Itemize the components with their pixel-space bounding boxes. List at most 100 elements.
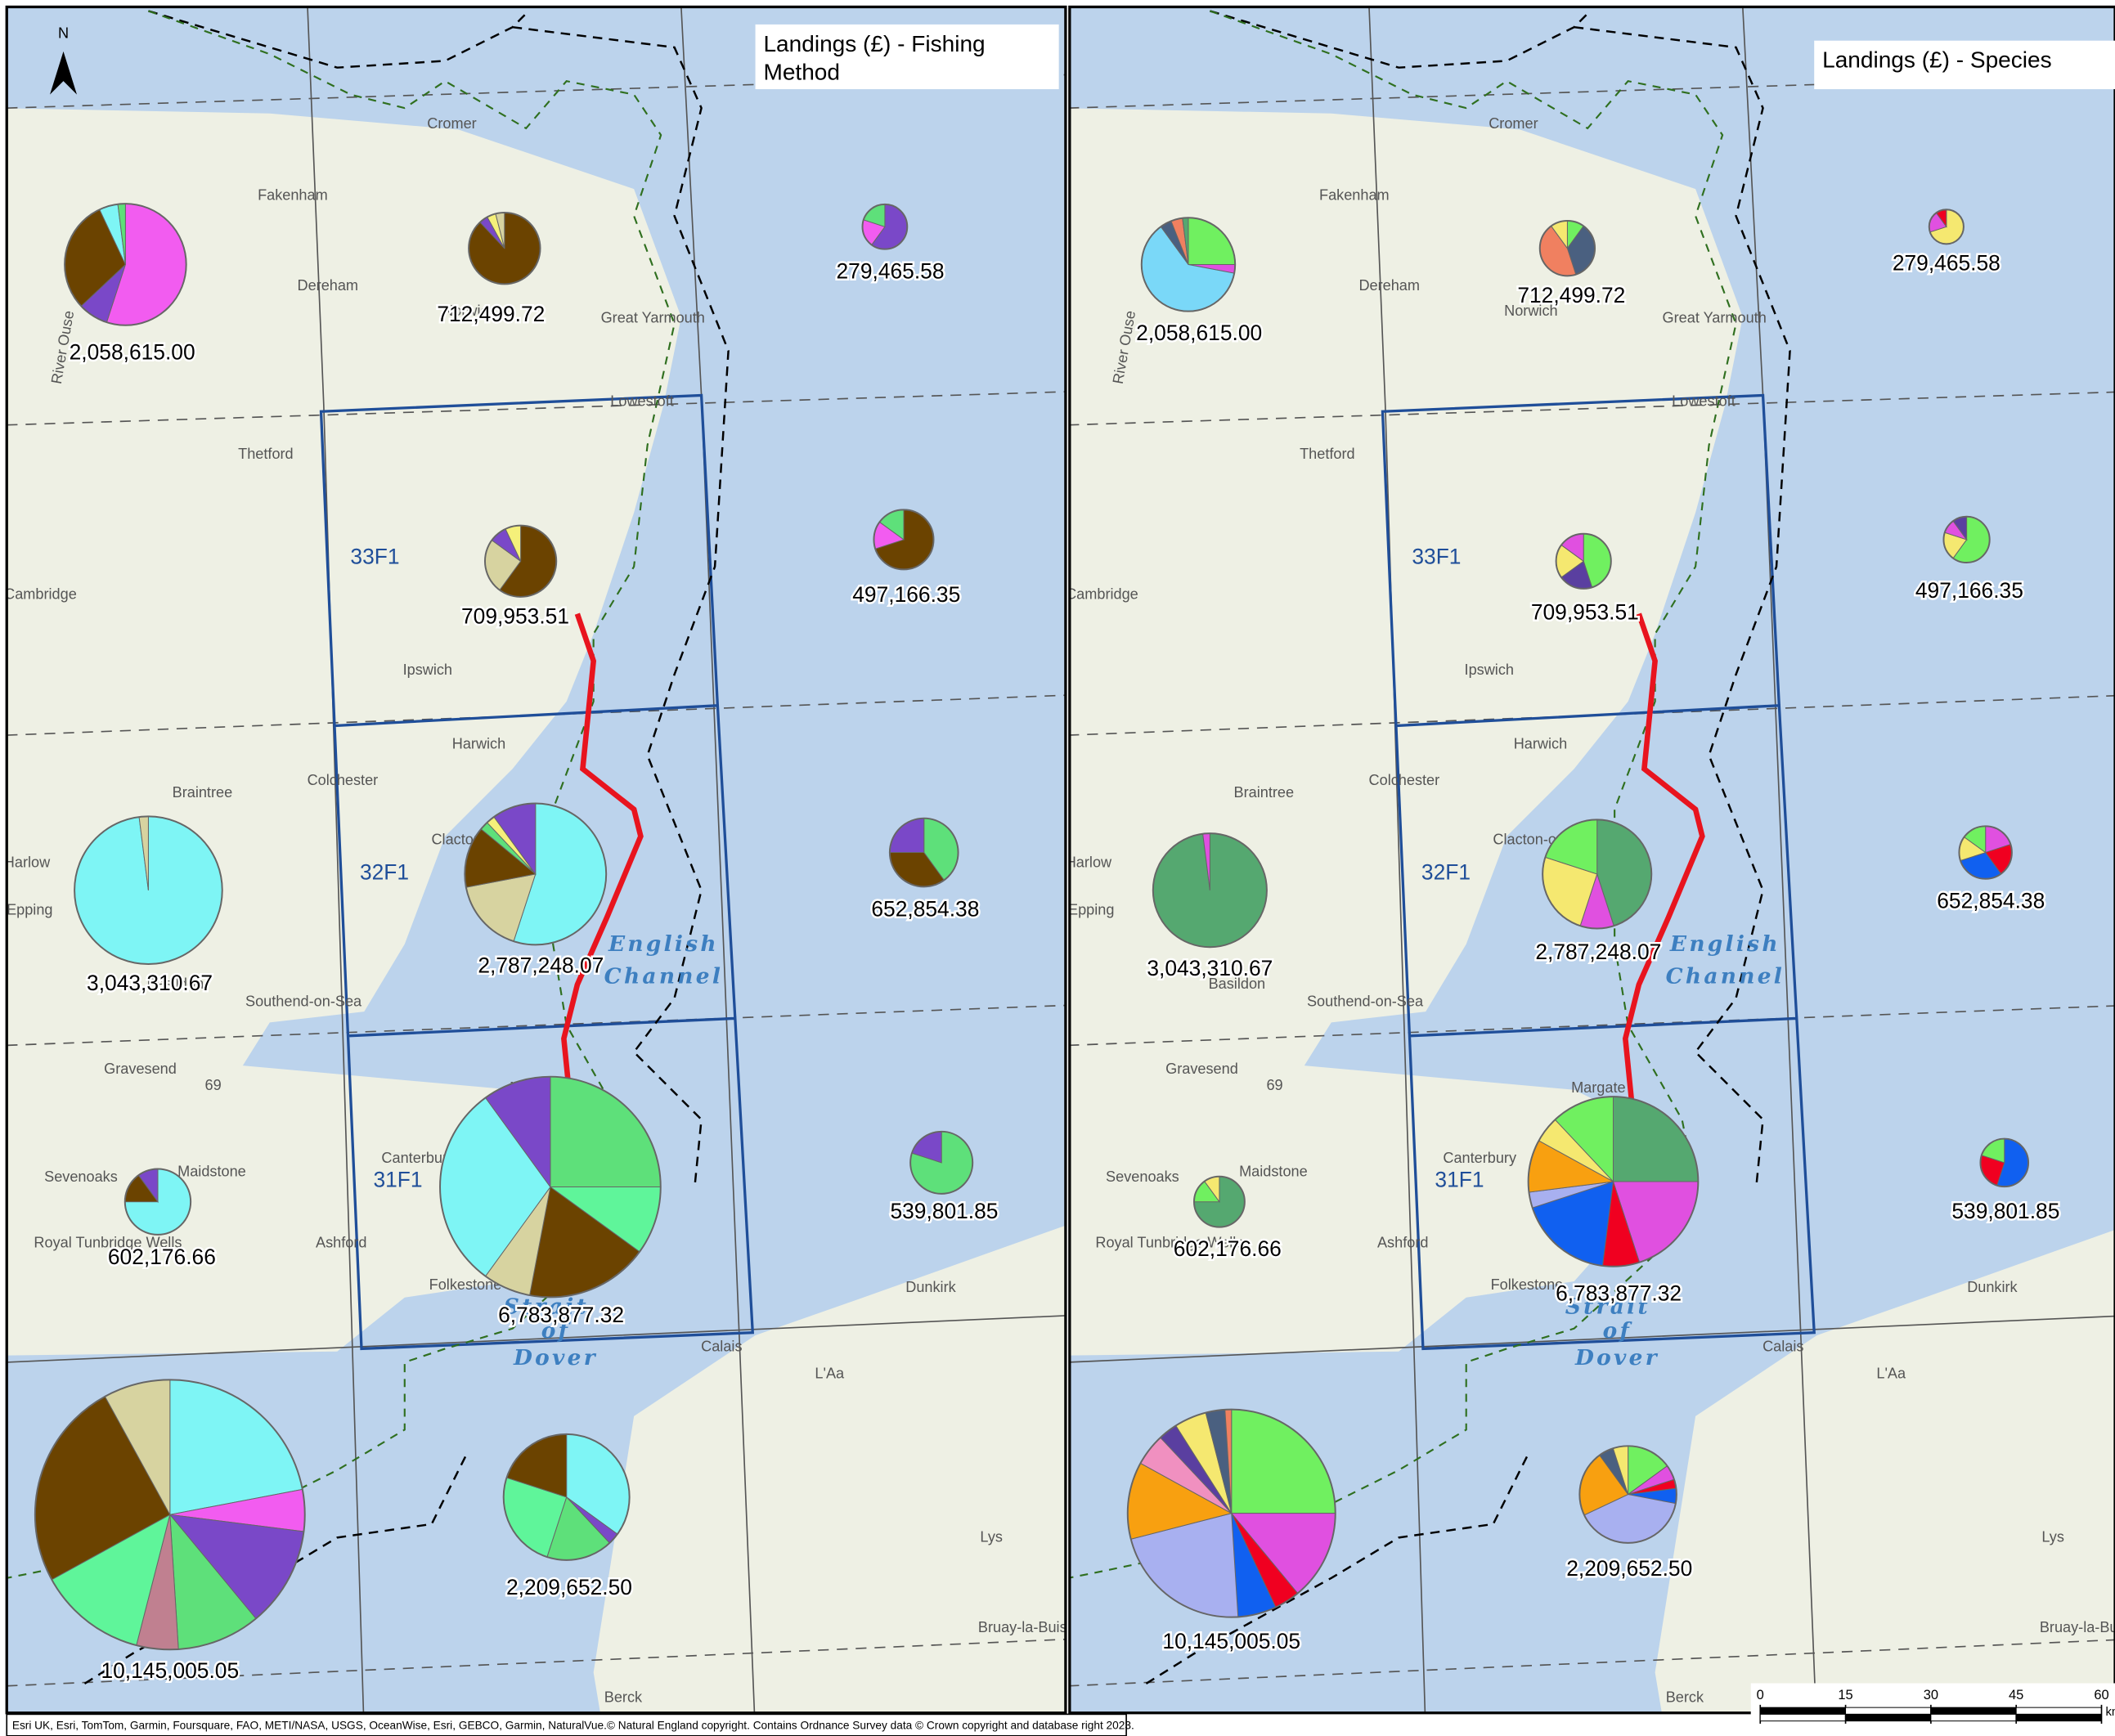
place-label: Folkestone bbox=[1491, 1276, 1564, 1293]
place-label: Great Yarmouth bbox=[601, 309, 705, 325]
title-holder: Landings (£) - Fishing Method bbox=[763, 30, 1006, 95]
scale-tick-label: 15 bbox=[1838, 1688, 1852, 1702]
place-label: Dereham bbox=[1358, 277, 1420, 294]
place-label: Ashford bbox=[1377, 1235, 1428, 1251]
value-label: 2,209,652.50 bbox=[1566, 1556, 1692, 1581]
sea-label: English bbox=[608, 931, 719, 957]
pie bbox=[1579, 1446, 1677, 1543]
place-label: Bruay-la-Buissière bbox=[2040, 1619, 2115, 1635]
scale-segment bbox=[2016, 1714, 2101, 1720]
place-label: Harlow bbox=[4, 855, 51, 871]
scale-tick-label: 45 bbox=[2009, 1688, 2023, 1702]
rectangle-label: 33F1 bbox=[350, 545, 399, 569]
rectangle-label: 33F1 bbox=[1412, 545, 1461, 569]
value-label: 497,166.35 bbox=[852, 582, 960, 607]
pie bbox=[74, 816, 222, 964]
place-label: Ashford bbox=[316, 1235, 366, 1251]
pie bbox=[910, 1132, 972, 1194]
place-label: 69 bbox=[204, 1077, 221, 1093]
panel-title: Landings (£) - Species bbox=[1822, 46, 2113, 74]
value-label: 2,209,652.50 bbox=[506, 1575, 632, 1599]
value-label: 2,787,248.07 bbox=[1535, 940, 1661, 964]
pie bbox=[863, 204, 908, 249]
value-label: 709,953.51 bbox=[1531, 600, 1639, 625]
map: CromerFakenhamDerehamNorwichGreat Yarmou… bbox=[0, 0, 2115, 1736]
value-label: 6,783,877.32 bbox=[1556, 1281, 1682, 1305]
place-label: Southend-on-Sea bbox=[1307, 994, 1424, 1010]
attribution: Esri UK, Esri, TomTom, Garmin, Foursquar… bbox=[12, 1720, 1134, 1732]
place-label: Lowestoft bbox=[610, 393, 674, 410]
value-label: 10,145,005.05 bbox=[1162, 1629, 1300, 1653]
pie bbox=[1959, 826, 2011, 878]
place-label: Dunkirk bbox=[1967, 1279, 2018, 1295]
pie bbox=[465, 803, 606, 944]
place-label: Lowestoft bbox=[1672, 393, 1736, 410]
place-label: Berck bbox=[1666, 1689, 1704, 1706]
page: CromerFakenhamDerehamNorwichGreat Yarmou… bbox=[0, 0, 2115, 1736]
place-label: Cambridge bbox=[1066, 585, 1138, 602]
value-label: 539,801.85 bbox=[1951, 1199, 2059, 1223]
place-label: Thetford bbox=[1300, 446, 1355, 462]
place-label: Maidstone bbox=[177, 1163, 246, 1179]
value-label: 279,465.58 bbox=[1893, 250, 2000, 275]
value-label: 2,787,248.07 bbox=[478, 953, 604, 978]
place-label: Braintree bbox=[173, 784, 233, 801]
sea-label: English bbox=[1669, 931, 1780, 957]
sea-label: Channel bbox=[604, 964, 723, 989]
place-label: Cromer bbox=[427, 115, 476, 132]
place-label: Margate bbox=[1571, 1079, 1626, 1096]
pie bbox=[1142, 218, 1235, 311]
scale-segment bbox=[2016, 1707, 2101, 1714]
value-label: 712,499.72 bbox=[1517, 283, 1625, 307]
place-label: Cromer bbox=[1489, 115, 1538, 132]
pie bbox=[873, 509, 933, 569]
place-label: Harwich bbox=[1514, 736, 1567, 752]
pie bbox=[485, 526, 556, 597]
pie bbox=[65, 204, 186, 325]
pie bbox=[1194, 1177, 1245, 1227]
rectangle-label: 31F1 bbox=[373, 1168, 422, 1192]
place-label: Fakenham bbox=[1319, 186, 1390, 203]
value-label: 3,043,310.67 bbox=[1147, 956, 1273, 980]
scale-unit: km bbox=[2105, 1706, 2115, 1719]
pie bbox=[1943, 517, 1989, 563]
place-label: Gravesend bbox=[104, 1061, 177, 1077]
rectangle-label: 31F1 bbox=[1435, 1168, 1484, 1192]
scale-tick-label: 30 bbox=[1924, 1688, 1938, 1702]
value-label: 652,854.38 bbox=[1937, 889, 2045, 913]
value-label: 709,953.51 bbox=[461, 604, 569, 629]
pie bbox=[1556, 534, 1611, 589]
value-label: 602,176.66 bbox=[108, 1245, 216, 1269]
place-label: 69 bbox=[1266, 1077, 1282, 1093]
pie bbox=[469, 213, 540, 284]
place-label: Ipswich bbox=[403, 662, 452, 678]
place-label: L'Aa bbox=[815, 1366, 845, 1382]
sea-label: Dover bbox=[513, 1345, 598, 1370]
value-label: 652,854.38 bbox=[871, 896, 979, 921]
value-label: 2,058,615.00 bbox=[70, 339, 195, 364]
place-label: Thetford bbox=[238, 446, 294, 462]
place-label: Calais bbox=[1762, 1339, 1803, 1355]
north-label: N bbox=[58, 25, 69, 41]
scale-tick-label: 60 bbox=[2094, 1688, 2108, 1702]
place-label: Colchester bbox=[1369, 772, 1440, 788]
panel-title: Landings (£) - Fishing Method bbox=[763, 30, 1006, 87]
place-label: Gravesend bbox=[1165, 1061, 1238, 1077]
place-label: Canterbury bbox=[1443, 1150, 1517, 1166]
pie bbox=[35, 1379, 305, 1649]
value-label: 2,058,615.00 bbox=[1136, 321, 1262, 345]
pie bbox=[1128, 1410, 1336, 1617]
place-label: Ipswich bbox=[1465, 662, 1514, 678]
value-label: 3,043,310.67 bbox=[87, 971, 213, 995]
pie bbox=[1540, 221, 1595, 276]
place-label: Harlow bbox=[1066, 855, 1112, 871]
title-holder: Landings (£) - Species bbox=[1822, 46, 2113, 94]
sea-label: Dover bbox=[1574, 1345, 1659, 1370]
rectangle-label: 32F1 bbox=[1421, 860, 1471, 885]
sea-label: of bbox=[1603, 1318, 1633, 1343]
pie bbox=[1153, 833, 1267, 947]
place-label: Calais bbox=[701, 1339, 742, 1355]
pie bbox=[890, 819, 959, 887]
pie bbox=[440, 1077, 661, 1298]
